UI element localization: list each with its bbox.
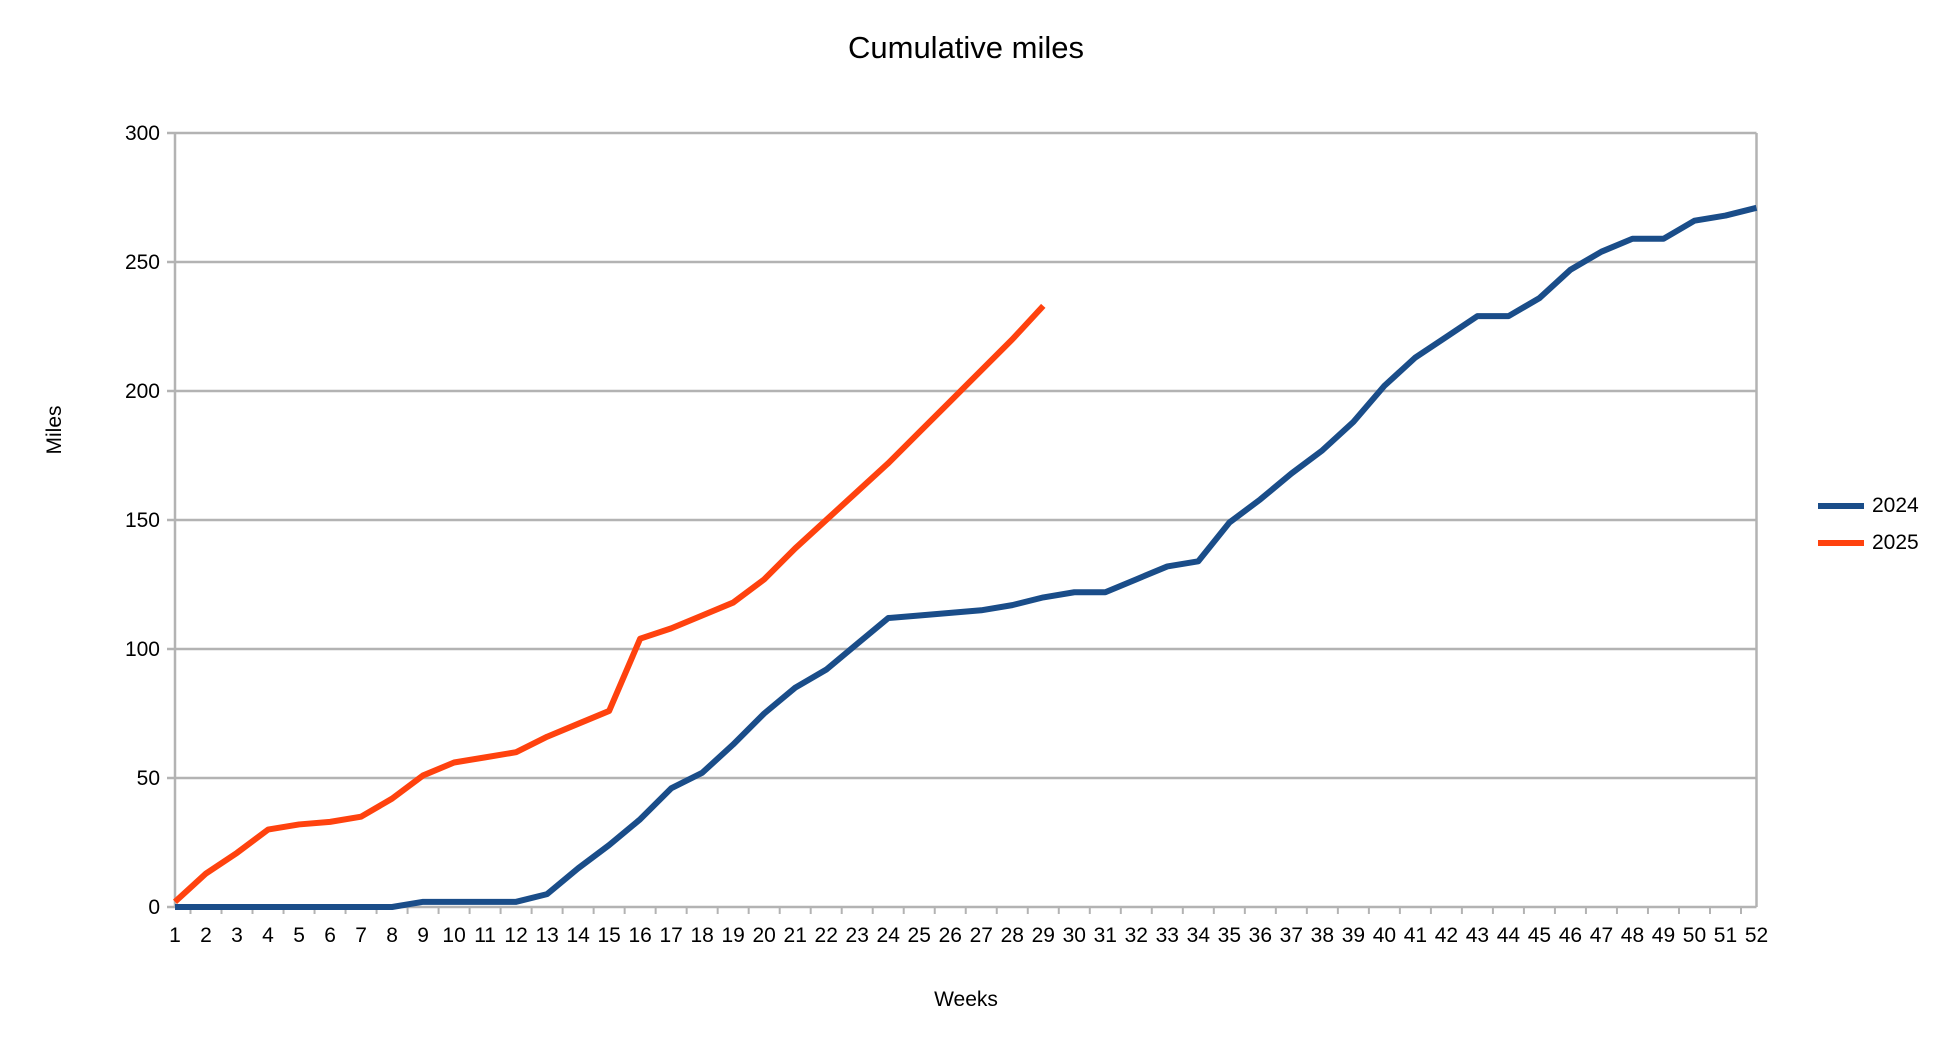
x-tick-label-21: 21 xyxy=(784,924,807,947)
x-tick-label-37: 37 xyxy=(1280,924,1303,947)
y-tick-label-150: 150 xyxy=(125,509,160,532)
y-tick-label-300: 300 xyxy=(125,122,160,145)
x-tick-label-40: 40 xyxy=(1373,924,1396,947)
x-tick-label-44: 44 xyxy=(1497,924,1521,947)
x-tick-label-5: 5 xyxy=(293,924,305,947)
x-tick-label-12: 12 xyxy=(504,924,527,947)
x-tick-label-16: 16 xyxy=(628,924,651,947)
x-tick-label-29: 29 xyxy=(1032,924,1055,947)
x-tick-label-38: 38 xyxy=(1311,924,1334,947)
x-tick-label-8: 8 xyxy=(386,924,398,947)
x-tick-label-7: 7 xyxy=(355,924,367,947)
x-tick-label-41: 41 xyxy=(1404,924,1427,947)
x-tick-label-20: 20 xyxy=(753,924,776,947)
x-tick-label-46: 46 xyxy=(1559,924,1582,947)
x-tick-label-31: 31 xyxy=(1094,924,1117,947)
legend-swatch-2024 xyxy=(1818,503,1864,509)
x-tick-label-4: 4 xyxy=(262,924,274,947)
x-tick-label-45: 45 xyxy=(1528,924,1551,947)
x-tick-label-36: 36 xyxy=(1249,924,1272,947)
x-tick-label-2: 2 xyxy=(200,924,212,947)
x-tick-label-33: 33 xyxy=(1156,924,1179,947)
x-tick-label-43: 43 xyxy=(1466,924,1489,947)
x-tick-label-25: 25 xyxy=(908,924,931,947)
x-tick-label-35: 35 xyxy=(1218,924,1241,947)
x-tick-label-13: 13 xyxy=(535,924,558,947)
x-tick-label-48: 48 xyxy=(1621,924,1644,947)
y-tick-label-200: 200 xyxy=(125,380,160,403)
legend-swatch-2025 xyxy=(1818,540,1864,546)
x-tick-label-51: 51 xyxy=(1714,924,1737,947)
x-tick-label-34: 34 xyxy=(1187,924,1211,947)
y-tick-label-50: 50 xyxy=(137,767,160,790)
chart-title: Cumulative miles xyxy=(847,30,1085,65)
x-tick-label-28: 28 xyxy=(1001,924,1024,947)
legend-label-2024: 2024 xyxy=(1872,494,1919,517)
x-axis-title: Weeks xyxy=(934,988,998,1011)
x-tick-label-47: 47 xyxy=(1590,924,1613,947)
x-tick-label-19: 19 xyxy=(721,924,744,947)
y-tick-label-0: 0 xyxy=(148,896,160,919)
x-tick-label-50: 50 xyxy=(1683,924,1706,947)
y-tick-label-250: 250 xyxy=(125,251,160,274)
legend-label-2025: 2025 xyxy=(1872,531,1919,554)
x-tick-label-23: 23 xyxy=(846,924,869,947)
x-tick-label-42: 42 xyxy=(1435,924,1458,947)
legend-entry-2024: 2024 xyxy=(1818,494,1919,518)
x-tick-label-24: 24 xyxy=(877,924,901,947)
series-line-2024 xyxy=(175,204,1758,910)
x-tick-label-32: 32 xyxy=(1125,924,1148,947)
x-tick-label-26: 26 xyxy=(939,924,962,947)
x-tick-label-14: 14 xyxy=(566,924,590,947)
x-tick-label-27: 27 xyxy=(970,924,993,947)
x-tick-label-22: 22 xyxy=(815,924,838,947)
x-tick-label-15: 15 xyxy=(597,924,620,947)
series-line-2025 xyxy=(172,303,1046,905)
x-tick-label-10: 10 xyxy=(442,924,465,947)
x-tick-label-11: 11 xyxy=(474,924,496,947)
x-tick-label-3: 3 xyxy=(231,924,243,947)
x-tick-label-18: 18 xyxy=(690,924,713,947)
y-tick-label-100: 100 xyxy=(125,638,160,661)
x-tick-label-30: 30 xyxy=(1063,924,1086,947)
x-tick-label-39: 39 xyxy=(1342,924,1365,947)
x-tick-label-6: 6 xyxy=(324,924,336,947)
x-tick-label-52: 52 xyxy=(1745,924,1768,947)
x-tick-label-17: 17 xyxy=(659,924,682,947)
legend: 2024 2025 xyxy=(1818,494,1919,568)
x-tick-label-1: 1 xyxy=(169,924,181,947)
x-tick-label-9: 9 xyxy=(417,924,429,947)
x-tick-label-49: 49 xyxy=(1652,924,1675,947)
legend-entry-2025: 2025 xyxy=(1818,531,1919,555)
